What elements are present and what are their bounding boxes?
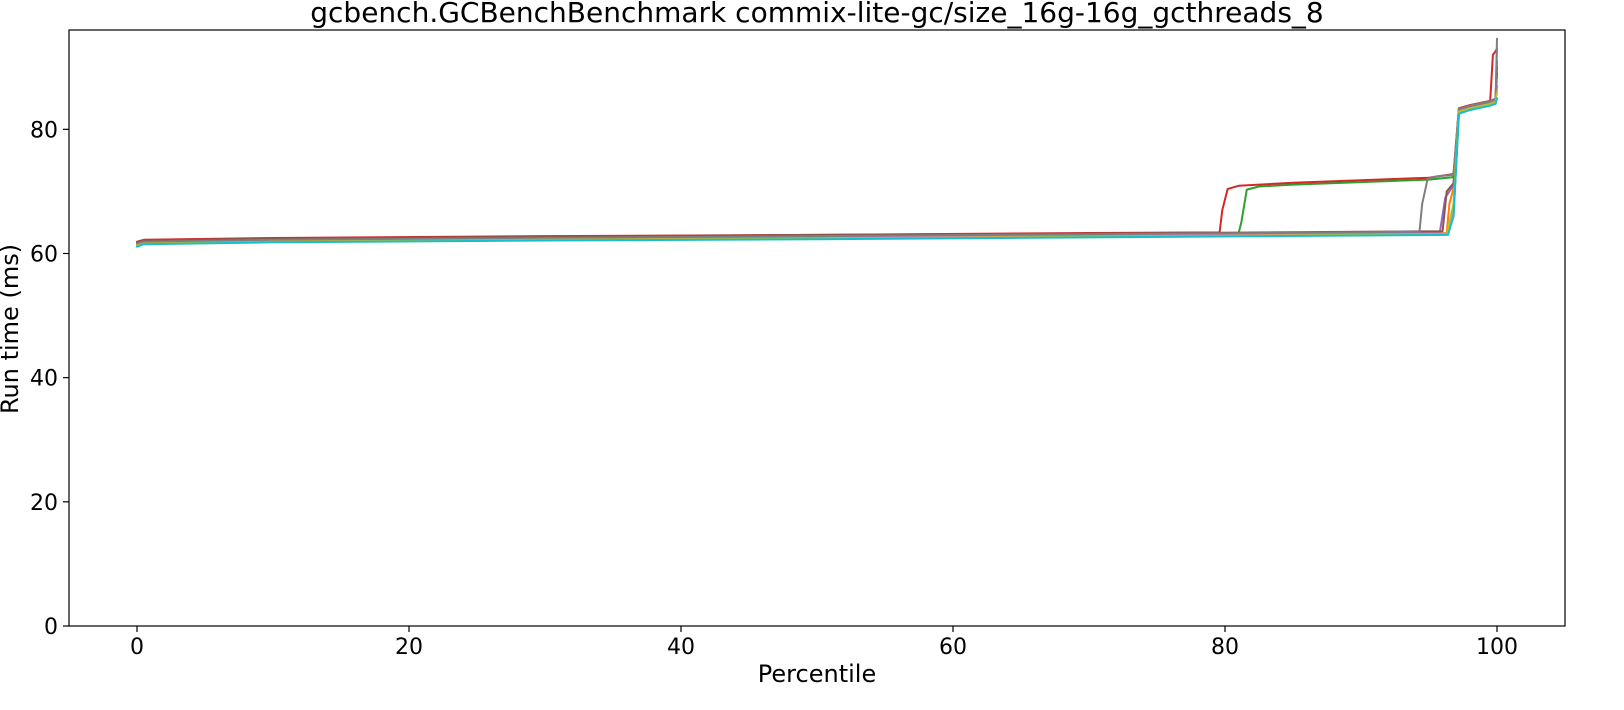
y-tick-label: 20 [30,491,58,516]
series-line-4 [136,47,1498,243]
x-tick-label: 40 [667,635,695,660]
series-line-10 [136,97,1498,248]
series-line-1 [136,72,1498,247]
plot-frame [68,29,1566,627]
x-tick-label: 0 [130,635,144,660]
x-tick-label: 20 [395,635,423,660]
x-tick-label: 80 [1211,635,1239,660]
x-tick-label: 100 [1476,635,1518,660]
series-line-7 [136,78,1498,246]
y-axis: 0 20 40 60 80 [30,118,69,640]
y-axis-label: Run time (ms) [0,244,24,414]
y-tick-label: 60 [30,243,58,268]
series-line-9 [136,91,1498,247]
series-line-5 [136,60,1498,244]
series-line-6 [136,66,1498,244]
plot-area [136,37,1498,248]
series-line-3 [136,84,1498,245]
y-tick-label: 80 [30,118,58,143]
chart-title: gcbench.GCBenchBenchmark commix-lite-gc/… [310,0,1323,29]
series-line-2 [136,47,1498,246]
y-tick-label: 40 [30,367,58,392]
x-axis-label: Percentile [758,660,876,688]
x-axis: 0 20 40 60 80 100 [130,626,1518,660]
y-tick-label: 0 [44,615,58,640]
series-line-8 [136,37,1498,245]
x-tick-label: 60 [939,635,967,660]
